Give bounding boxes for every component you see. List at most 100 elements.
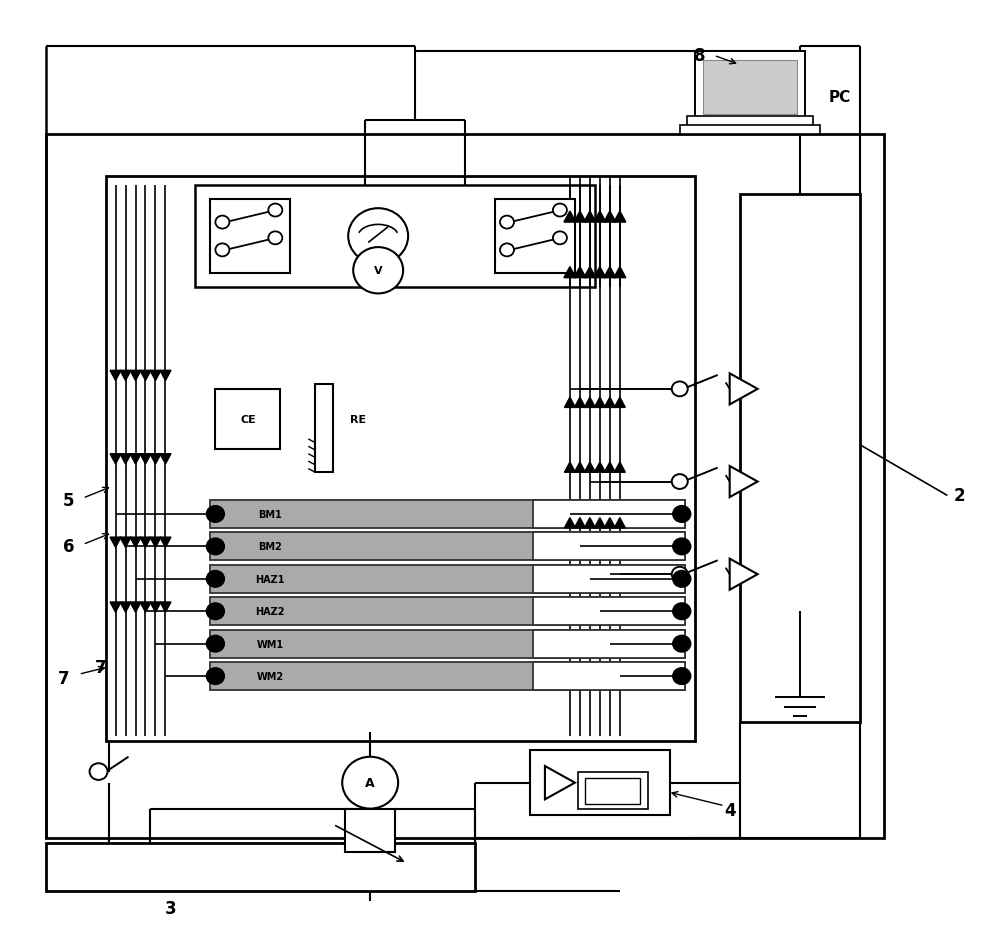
Polygon shape — [160, 603, 171, 613]
Polygon shape — [564, 211, 576, 222]
Bar — [210, 565, 685, 593]
Polygon shape — [730, 559, 758, 590]
Polygon shape — [604, 398, 615, 408]
Polygon shape — [130, 538, 141, 548]
Text: 5: 5 — [63, 491, 74, 510]
Bar — [210, 533, 685, 561]
Polygon shape — [140, 454, 151, 464]
Polygon shape — [584, 463, 595, 473]
Circle shape — [673, 571, 691, 588]
Polygon shape — [604, 267, 616, 278]
Circle shape — [500, 216, 514, 229]
Polygon shape — [140, 371, 151, 381]
Polygon shape — [594, 267, 606, 278]
Polygon shape — [730, 374, 758, 405]
Polygon shape — [130, 454, 141, 464]
Polygon shape — [564, 463, 575, 473]
Polygon shape — [584, 398, 595, 408]
Bar — [687, 117, 813, 128]
Text: 6: 6 — [63, 538, 74, 556]
Bar — [695, 52, 805, 121]
Bar — [533, 630, 685, 658]
Polygon shape — [564, 518, 575, 528]
Polygon shape — [140, 603, 151, 613]
Polygon shape — [574, 267, 586, 278]
Circle shape — [342, 757, 398, 808]
Bar — [210, 199, 290, 273]
Circle shape — [553, 204, 567, 217]
Text: 2: 2 — [954, 487, 965, 505]
Bar — [530, 751, 670, 815]
Polygon shape — [110, 371, 121, 381]
Text: WM1: WM1 — [257, 639, 284, 649]
Text: 8: 8 — [694, 47, 705, 65]
Bar — [195, 185, 595, 287]
Circle shape — [673, 539, 691, 555]
Polygon shape — [150, 371, 161, 381]
Text: 4: 4 — [724, 802, 735, 819]
Bar — [703, 61, 797, 115]
Bar — [740, 195, 860, 723]
Polygon shape — [120, 454, 131, 464]
Circle shape — [553, 232, 567, 245]
Bar — [680, 126, 820, 135]
Text: V: V — [374, 266, 382, 276]
Polygon shape — [584, 267, 596, 278]
Polygon shape — [594, 398, 605, 408]
Text: HAZ2: HAZ2 — [256, 606, 285, 616]
Text: CE: CE — [240, 414, 256, 424]
Text: BM1: BM1 — [258, 510, 282, 519]
Polygon shape — [130, 603, 141, 613]
Polygon shape — [584, 211, 596, 222]
Bar — [46, 135, 884, 838]
Text: RE: RE — [350, 414, 366, 424]
Polygon shape — [150, 603, 161, 613]
Circle shape — [268, 232, 282, 245]
Circle shape — [206, 506, 224, 523]
Bar — [533, 565, 685, 593]
Polygon shape — [130, 371, 141, 381]
Bar — [46, 843, 475, 891]
Polygon shape — [564, 267, 576, 278]
Polygon shape — [150, 538, 161, 548]
Circle shape — [673, 636, 691, 653]
Polygon shape — [140, 538, 151, 548]
Polygon shape — [110, 603, 121, 613]
Bar — [315, 385, 333, 473]
Polygon shape — [120, 371, 131, 381]
Polygon shape — [614, 463, 625, 473]
Circle shape — [672, 567, 688, 582]
Circle shape — [215, 244, 229, 257]
Bar — [578, 772, 648, 808]
Polygon shape — [604, 463, 615, 473]
Circle shape — [353, 248, 403, 294]
Bar — [106, 176, 695, 742]
Circle shape — [672, 382, 688, 397]
Polygon shape — [150, 454, 161, 464]
Polygon shape — [160, 538, 171, 548]
Polygon shape — [120, 538, 131, 548]
Text: 7: 7 — [95, 658, 106, 676]
Circle shape — [672, 475, 688, 489]
Polygon shape — [614, 267, 626, 278]
Text: A: A — [365, 776, 375, 789]
Text: 3: 3 — [165, 899, 176, 917]
Circle shape — [90, 764, 108, 780]
Bar — [585, 778, 640, 804]
Circle shape — [206, 603, 224, 620]
Polygon shape — [604, 211, 616, 222]
Bar — [210, 630, 685, 658]
Polygon shape — [160, 371, 171, 381]
Circle shape — [206, 539, 224, 555]
Polygon shape — [160, 454, 171, 464]
Polygon shape — [574, 398, 585, 408]
Polygon shape — [604, 518, 615, 528]
Circle shape — [500, 244, 514, 257]
Polygon shape — [564, 398, 575, 408]
Circle shape — [673, 603, 691, 620]
Text: PC: PC — [828, 91, 851, 106]
Circle shape — [268, 204, 282, 217]
Text: BM2: BM2 — [258, 541, 282, 552]
Polygon shape — [574, 518, 585, 528]
Polygon shape — [574, 463, 585, 473]
